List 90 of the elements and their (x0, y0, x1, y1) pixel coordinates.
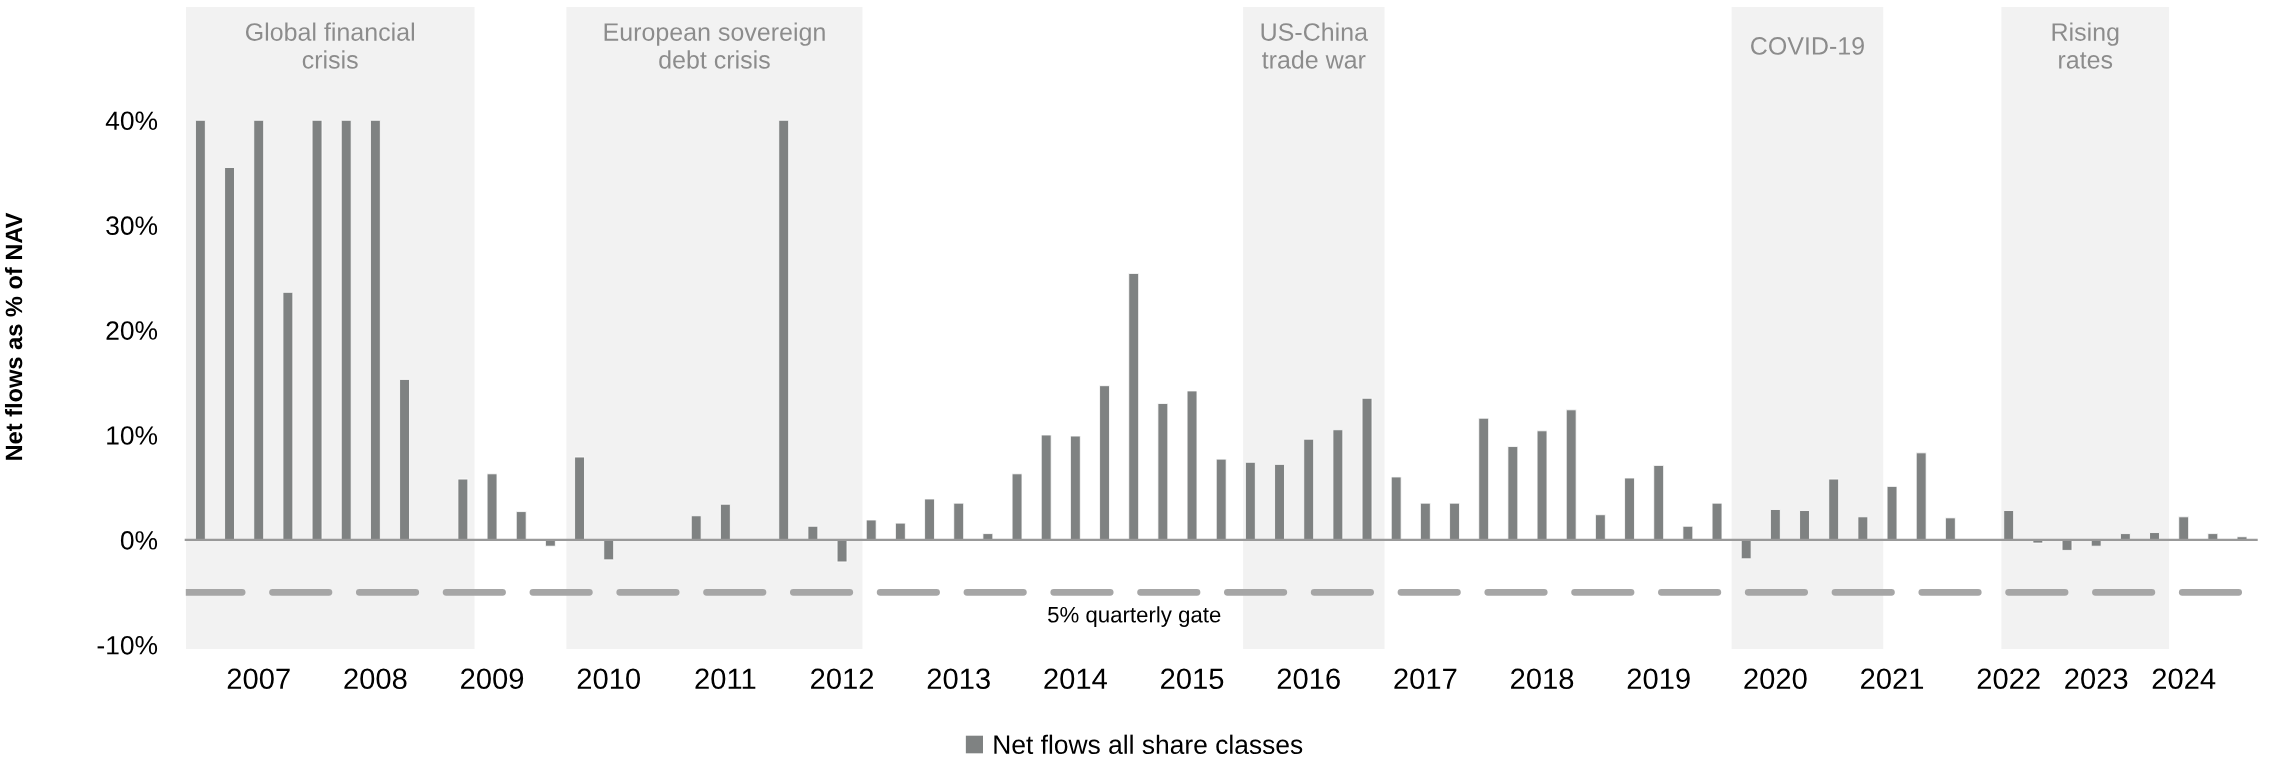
bar (807, 525, 819, 541)
bar (1011, 473, 1023, 541)
x-tick-label: 2013 (927, 668, 990, 690)
bar (1565, 409, 1577, 541)
x-tick-label: 2008 (344, 668, 407, 690)
bar (1653, 465, 1665, 541)
bar (1303, 438, 1315, 541)
bar (1069, 435, 1081, 541)
bar (1186, 390, 1198, 541)
y-tick-label: 0% (120, 531, 158, 550)
bar (1828, 478, 1840, 541)
bar (2061, 539, 2073, 551)
bar (1944, 517, 1956, 541)
bar (195, 119, 206, 541)
annotation: Rising rates (2052, 22, 2119, 69)
bar (953, 502, 965, 541)
bar (603, 539, 615, 561)
bar (1857, 516, 1869, 541)
annotation: Global financial crisis (245, 22, 414, 69)
bar (1390, 476, 1402, 541)
bar (1449, 502, 1460, 541)
bar (1740, 539, 1752, 560)
bar (515, 511, 527, 541)
bar (1799, 510, 1810, 541)
x-tick-label: 2024 (2152, 668, 2216, 690)
bar (282, 291, 294, 541)
bar (1594, 514, 1606, 541)
bar (865, 519, 877, 541)
bar (894, 522, 906, 541)
bar (720, 503, 731, 541)
x-tick-label: 2022 (1977, 668, 2040, 690)
x-tick-label: 2020 (1744, 668, 1807, 690)
bar (1215, 458, 1227, 541)
x-tick-label: 2015 (1161, 668, 1224, 690)
x-tick-label: 2017 (1394, 668, 1457, 690)
x-tick-label: 2012 (811, 668, 874, 690)
bar (370, 119, 381, 541)
bar (1478, 417, 1490, 541)
x-tick-label: 2021 (1861, 668, 1924, 690)
bar (2003, 510, 2015, 541)
bar (457, 478, 469, 541)
bar (224, 167, 235, 541)
legend-label: Net flows all share classes (994, 734, 1303, 755)
x-tick-label: 2010 (577, 668, 641, 690)
bar (1682, 525, 1694, 541)
bar (1157, 403, 1169, 541)
bar (1274, 463, 1285, 541)
x-tick-label: 2023 (2065, 668, 2128, 690)
bar (1711, 502, 1723, 541)
x-tick-label: 2009 (461, 668, 524, 690)
bar (1769, 509, 1781, 541)
x-tick-label: 2018 (1511, 668, 1574, 690)
y-tick-label: 40% (105, 111, 158, 131)
bar (924, 498, 935, 541)
bar (399, 378, 410, 541)
x-tick-label: 2011 (695, 668, 756, 690)
bar (1099, 385, 1110, 541)
bar (1507, 446, 1519, 541)
bar (778, 119, 790, 541)
bar (311, 119, 323, 541)
bar (574, 456, 585, 541)
bar (486, 473, 498, 541)
bar (253, 119, 265, 541)
ref-line-label: 5% quarterly gate (1048, 606, 1221, 627)
y-tick-label: 30% (106, 216, 158, 236)
bar (1419, 502, 1431, 541)
y-tick-label: 10% (107, 426, 158, 445)
bar (1128, 273, 1140, 541)
annotation: COVID-19 (1751, 37, 1864, 55)
annotation: European sovereign debt crisis (604, 22, 825, 69)
bar (1332, 429, 1344, 541)
y-tick-label: -10% (97, 635, 158, 655)
x-tick-label: 2014 (1044, 668, 1107, 690)
bar (1244, 461, 1256, 541)
x-tick-label: 2019 (1627, 668, 1690, 690)
bar (340, 119, 352, 541)
bar (1536, 430, 1548, 541)
x-tick-label: 2016 (1277, 668, 1340, 690)
bar (1915, 452, 1927, 541)
y-axis-title: Net flows as % of NAV (4, 212, 23, 460)
bar (1886, 485, 1898, 541)
y-tick-label: 20% (106, 321, 158, 340)
bar (1624, 477, 1635, 541)
annotation: US-China trade war (1261, 22, 1368, 69)
bar (690, 515, 702, 541)
bar (2178, 516, 2190, 541)
x-tick-label: 2007 (227, 668, 290, 690)
bar (1361, 397, 1373, 541)
bar (1040, 434, 1052, 541)
bar (836, 539, 848, 563)
